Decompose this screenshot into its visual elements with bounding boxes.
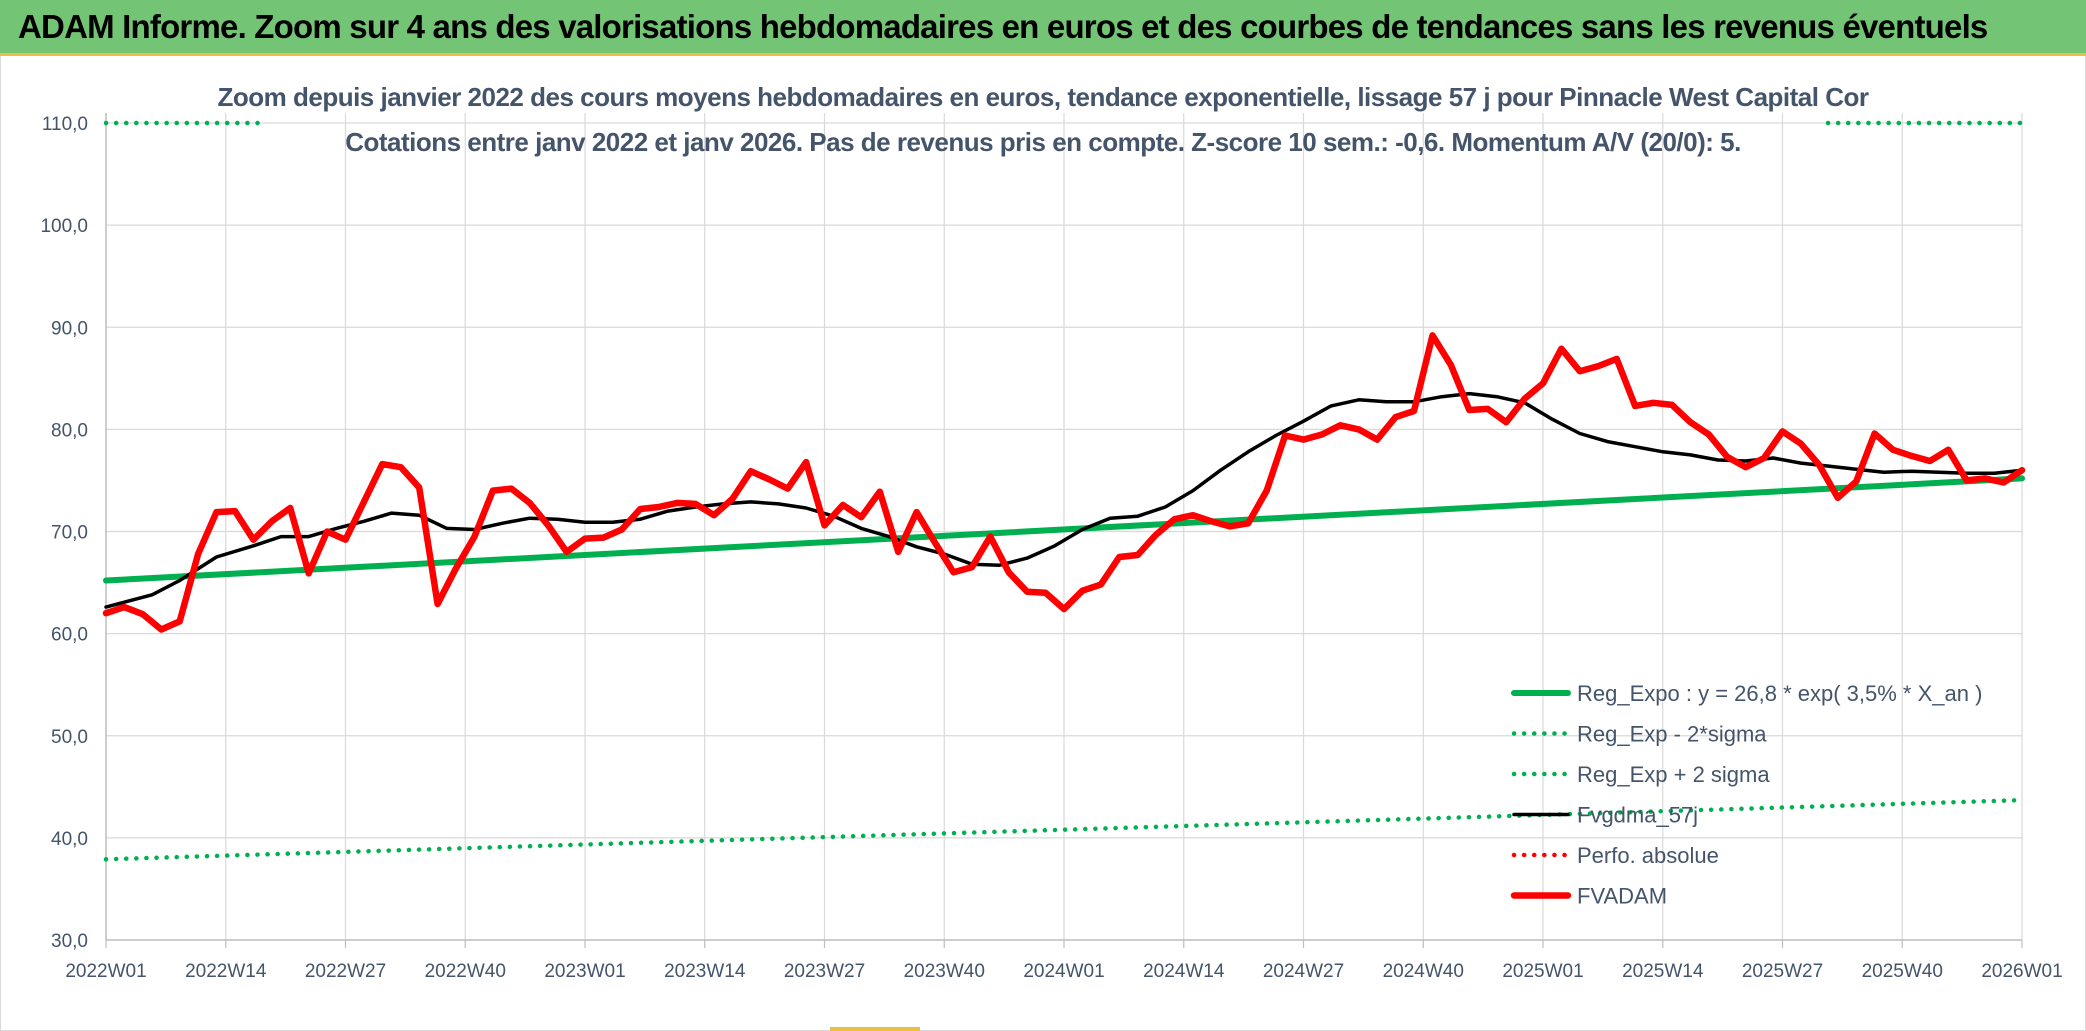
y-tick-label: 40,0: [51, 829, 88, 850]
legend-label: FVADAM: [1577, 884, 1667, 909]
bottom-accent-mark: [830, 1027, 920, 1031]
series-fvadam-line: [102, 332, 2026, 633]
legend-label: Reg_Exp - 2*sigma: [1577, 722, 1767, 747]
y-tick-label: 60,0: [51, 625, 88, 646]
x-tick-label: 2023W27: [784, 961, 865, 982]
y-tick-label: 90,0: [51, 318, 88, 339]
y-tick-label: 100,0: [40, 216, 88, 237]
legend-label: Reg_Expo : y = 26,8 * exp( 3,5% * X_an ): [1577, 681, 1982, 706]
legend-label: Fvgdma_57j: [1577, 803, 1698, 828]
legend-label: Perfo. absolue: [1577, 843, 1719, 868]
x-tick-label: 2022W01: [65, 961, 146, 982]
x-tick-label: 2023W14: [664, 961, 746, 982]
x-tick-label: 2025W27: [1742, 961, 1823, 982]
y-tick-label: 70,0: [51, 523, 88, 544]
y-tick-label: 110,0: [42, 114, 88, 135]
report-title: ADAM Informe. Zoom sur 4 ans des valoris…: [18, 8, 1988, 45]
chart-title-line2: Cotations entre janv 2022 et janv 2026. …: [345, 127, 1741, 157]
x-tick-label: 2023W40: [904, 961, 985, 982]
x-tick-label: 2023W01: [544, 961, 625, 982]
series-fvgdma-57j-line: [104, 391, 2024, 609]
y-tick-label: 80,0: [51, 420, 88, 441]
chart-title-line1: Zoom depuis janvier 2022 des cours moyen…: [217, 82, 1869, 112]
x-tick-label: 2022W14: [185, 961, 267, 982]
x-tick-label: 2025W40: [1862, 961, 1943, 982]
legend-label: Reg_Exp + 2 sigma: [1577, 762, 1770, 787]
x-tick-label: 2022W27: [305, 961, 386, 982]
series-reg-expo-y-26-8-exp-3-5-x-an-line: [103, 475, 2025, 584]
x-tick-label: 2022W40: [425, 961, 506, 982]
x-tick-label: 2025W14: [1622, 961, 1704, 982]
chart-legend: Reg_Expo : y = 26,8 * exp( 3,5% * X_an )…: [1510, 681, 1982, 909]
x-tick-label: 2024W14: [1143, 961, 1225, 982]
x-tick-label: 2024W27: [1263, 961, 1344, 982]
series-reg-exp-2-sigma-line: [103, 797, 2025, 862]
x-tick-label: 2024W01: [1023, 961, 1104, 982]
x-tick-label: 2024W40: [1383, 961, 1464, 982]
report-banner: ADAM Informe. Zoom sur 4 ans des valoris…: [0, 0, 2086, 56]
x-tick-label: 2026W01: [1981, 961, 2062, 982]
y-tick-label: 30,0: [51, 931, 88, 952]
y-tick-label: 50,0: [51, 727, 88, 748]
x-tick-label: 2025W01: [1502, 961, 1583, 982]
